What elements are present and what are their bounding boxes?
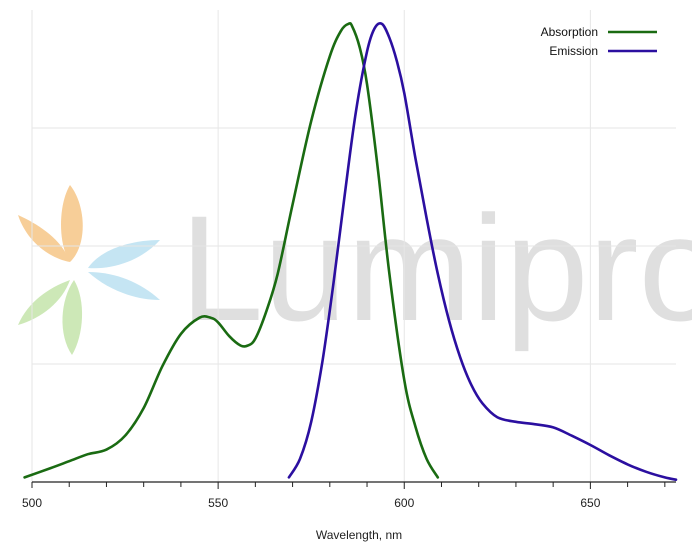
x-tick-label-600: 600 xyxy=(394,496,414,510)
series-layer xyxy=(23,21,678,481)
x-axis-title: Wavelength, nm xyxy=(316,528,402,542)
axes: 500 550 600 650 xyxy=(22,481,676,510)
lumiprobe-logo-icon xyxy=(18,185,160,355)
legend-label-emission: Emission xyxy=(549,44,598,58)
x-tick-label-500: 500 xyxy=(22,496,42,510)
lumiprobe-watermark: Lumiprobe xyxy=(18,184,692,355)
legend: Absorption Emission xyxy=(541,25,657,58)
x-tick-label-550: 550 xyxy=(208,496,228,510)
grid-lines xyxy=(31,10,676,482)
x-tick-label-650: 650 xyxy=(580,496,600,510)
legend-label-absorption: Absorption xyxy=(541,25,598,39)
series-line-emission xyxy=(287,22,678,481)
series-line-absorption xyxy=(23,21,440,479)
